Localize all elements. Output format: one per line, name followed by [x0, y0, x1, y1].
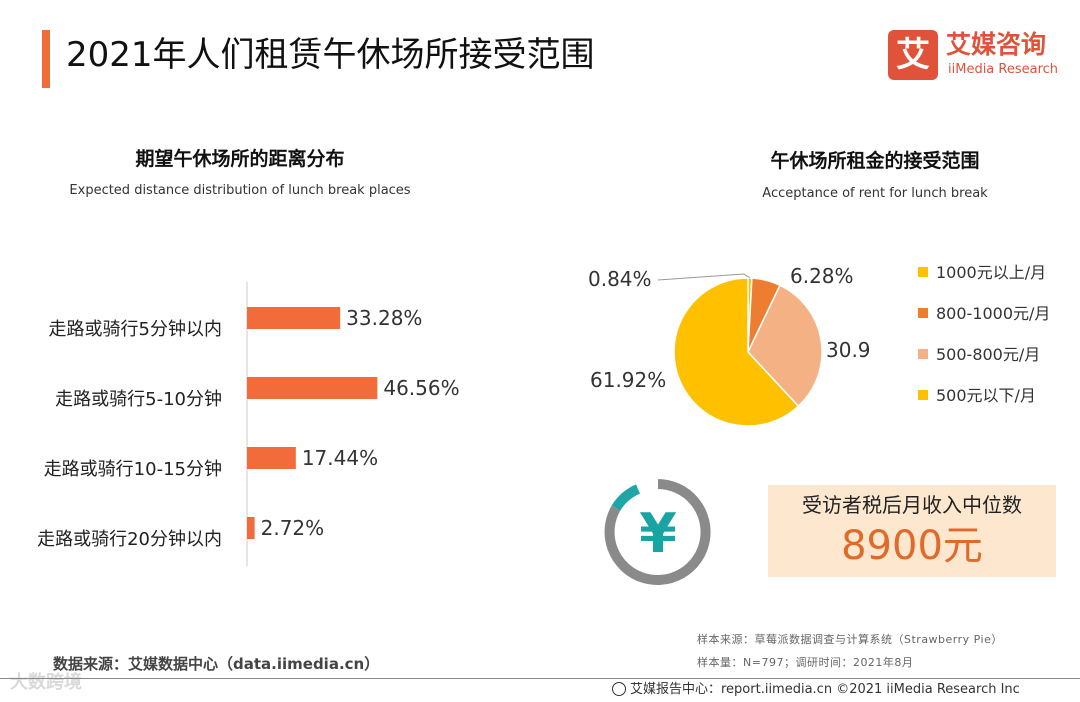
bar-chart-subtitle: Expected distance distribution of lunch …: [69, 183, 411, 198]
pie-chart-subtitle: Acceptance of rent for lunch break: [762, 186, 988, 201]
legend-swatch: [918, 389, 928, 400]
legend-item: 500元以下/月: [918, 385, 1050, 426]
sample-info-note: 样本量：N=797；调研时间：2021年8月: [697, 656, 914, 669]
income-value: 8900元: [841, 523, 983, 569]
legend-item: 800-1000元/月: [918, 303, 1050, 344]
bar-value-label: 46.56%: [383, 376, 459, 400]
bar-category-label: 走路或骑行5-10分钟: [55, 389, 222, 410]
watermark: 大数跨境: [10, 672, 82, 693]
globe-icon: [612, 681, 626, 696]
yuan-coin-icon: ¥: [604, 479, 711, 585]
income-box: 受访者税后月收入中位数 8900元: [768, 485, 1056, 577]
pie-legend: 1000元以上/月 800-1000元/月 500-800元/月 500元以下/月: [918, 262, 1050, 426]
pie-value-label: 30.96%: [826, 338, 870, 362]
pie-value-label: 61.92%: [590, 368, 666, 392]
legend-label: 800-1000元/月: [936, 304, 1051, 323]
legend-label: 500-800元/月: [936, 345, 1041, 364]
pie-slice: [747, 284, 823, 408]
data-source: 数据来源：艾媒数据中心（data.iimedia.cn）: [53, 655, 380, 673]
coin-symbol: ¥: [639, 502, 677, 565]
footer-text: 艾媒报告中心：report.iimedia.cn ©2021 iiMedia R…: [630, 682, 1020, 697]
logo-cn-text: 艾媒咨询: [946, 30, 1047, 59]
bar-category-label: 走路或骑行20分钟以内: [37, 529, 222, 550]
logo-en-text: iiMedia Research: [948, 62, 1059, 77]
distance-bar-chart: 走路或骑行5分钟以内 33.28% 走路或骑行5-10分钟 46.56% 走路或骑行10…: [37, 282, 460, 566]
bar-category-label: 走路或骑行5分钟以内: [49, 319, 222, 340]
bar: [247, 517, 255, 539]
bar-value-label: 2.72%: [261, 516, 325, 540]
legend-swatch: [918, 307, 928, 318]
sample-source-note: 样本来源：草莓派数据调查与计算系统（Strawberry Pie）: [697, 633, 1003, 646]
bar: [247, 377, 378, 399]
bar-chart-title: 期望午休场所的距离分布: [135, 148, 345, 170]
footer-divider: [0, 678, 1080, 679]
page-title: 2021年人们租赁午休场所接受范围: [66, 35, 595, 75]
legend-label: 1000元以上/月: [936, 263, 1047, 282]
bar: [247, 307, 341, 329]
legend-item: 1000元以上/月: [918, 262, 1050, 303]
legend-swatch: [918, 266, 928, 277]
pie-slice: [673, 277, 800, 427]
legend-label: 500元以下/月: [936, 386, 1036, 405]
bar: [247, 447, 296, 469]
legend-swatch: [918, 348, 928, 359]
logo-mark: 艾: [888, 30, 938, 80]
legend-item: 500-800元/月: [918, 344, 1050, 385]
pie-value-label: 0.84%: [588, 267, 652, 291]
iimedia-logo: 艾 艾媒咨询 iiMedia Research: [888, 30, 1063, 82]
footer: 艾媒报告中心：report.iimedia.cn ©2021 iiMedia R…: [612, 681, 1020, 699]
bar-category-label: 走路或骑行10-15分钟: [44, 459, 222, 480]
income-label: 受访者税后月收入中位数: [802, 493, 1022, 517]
bar-value-label: 17.44%: [302, 446, 378, 470]
pie-value-label: 6.28%: [790, 264, 854, 288]
bar-value-label: 33.28%: [346, 306, 422, 330]
title-accent-bar: [42, 30, 50, 88]
pie-leader-line: [657, 273, 751, 281]
pie-chart-title: 午休场所租金的接受范围: [770, 150, 980, 172]
rent-pie-chart: 0.84% 6.28% 30.96% 61.92%: [588, 264, 870, 427]
